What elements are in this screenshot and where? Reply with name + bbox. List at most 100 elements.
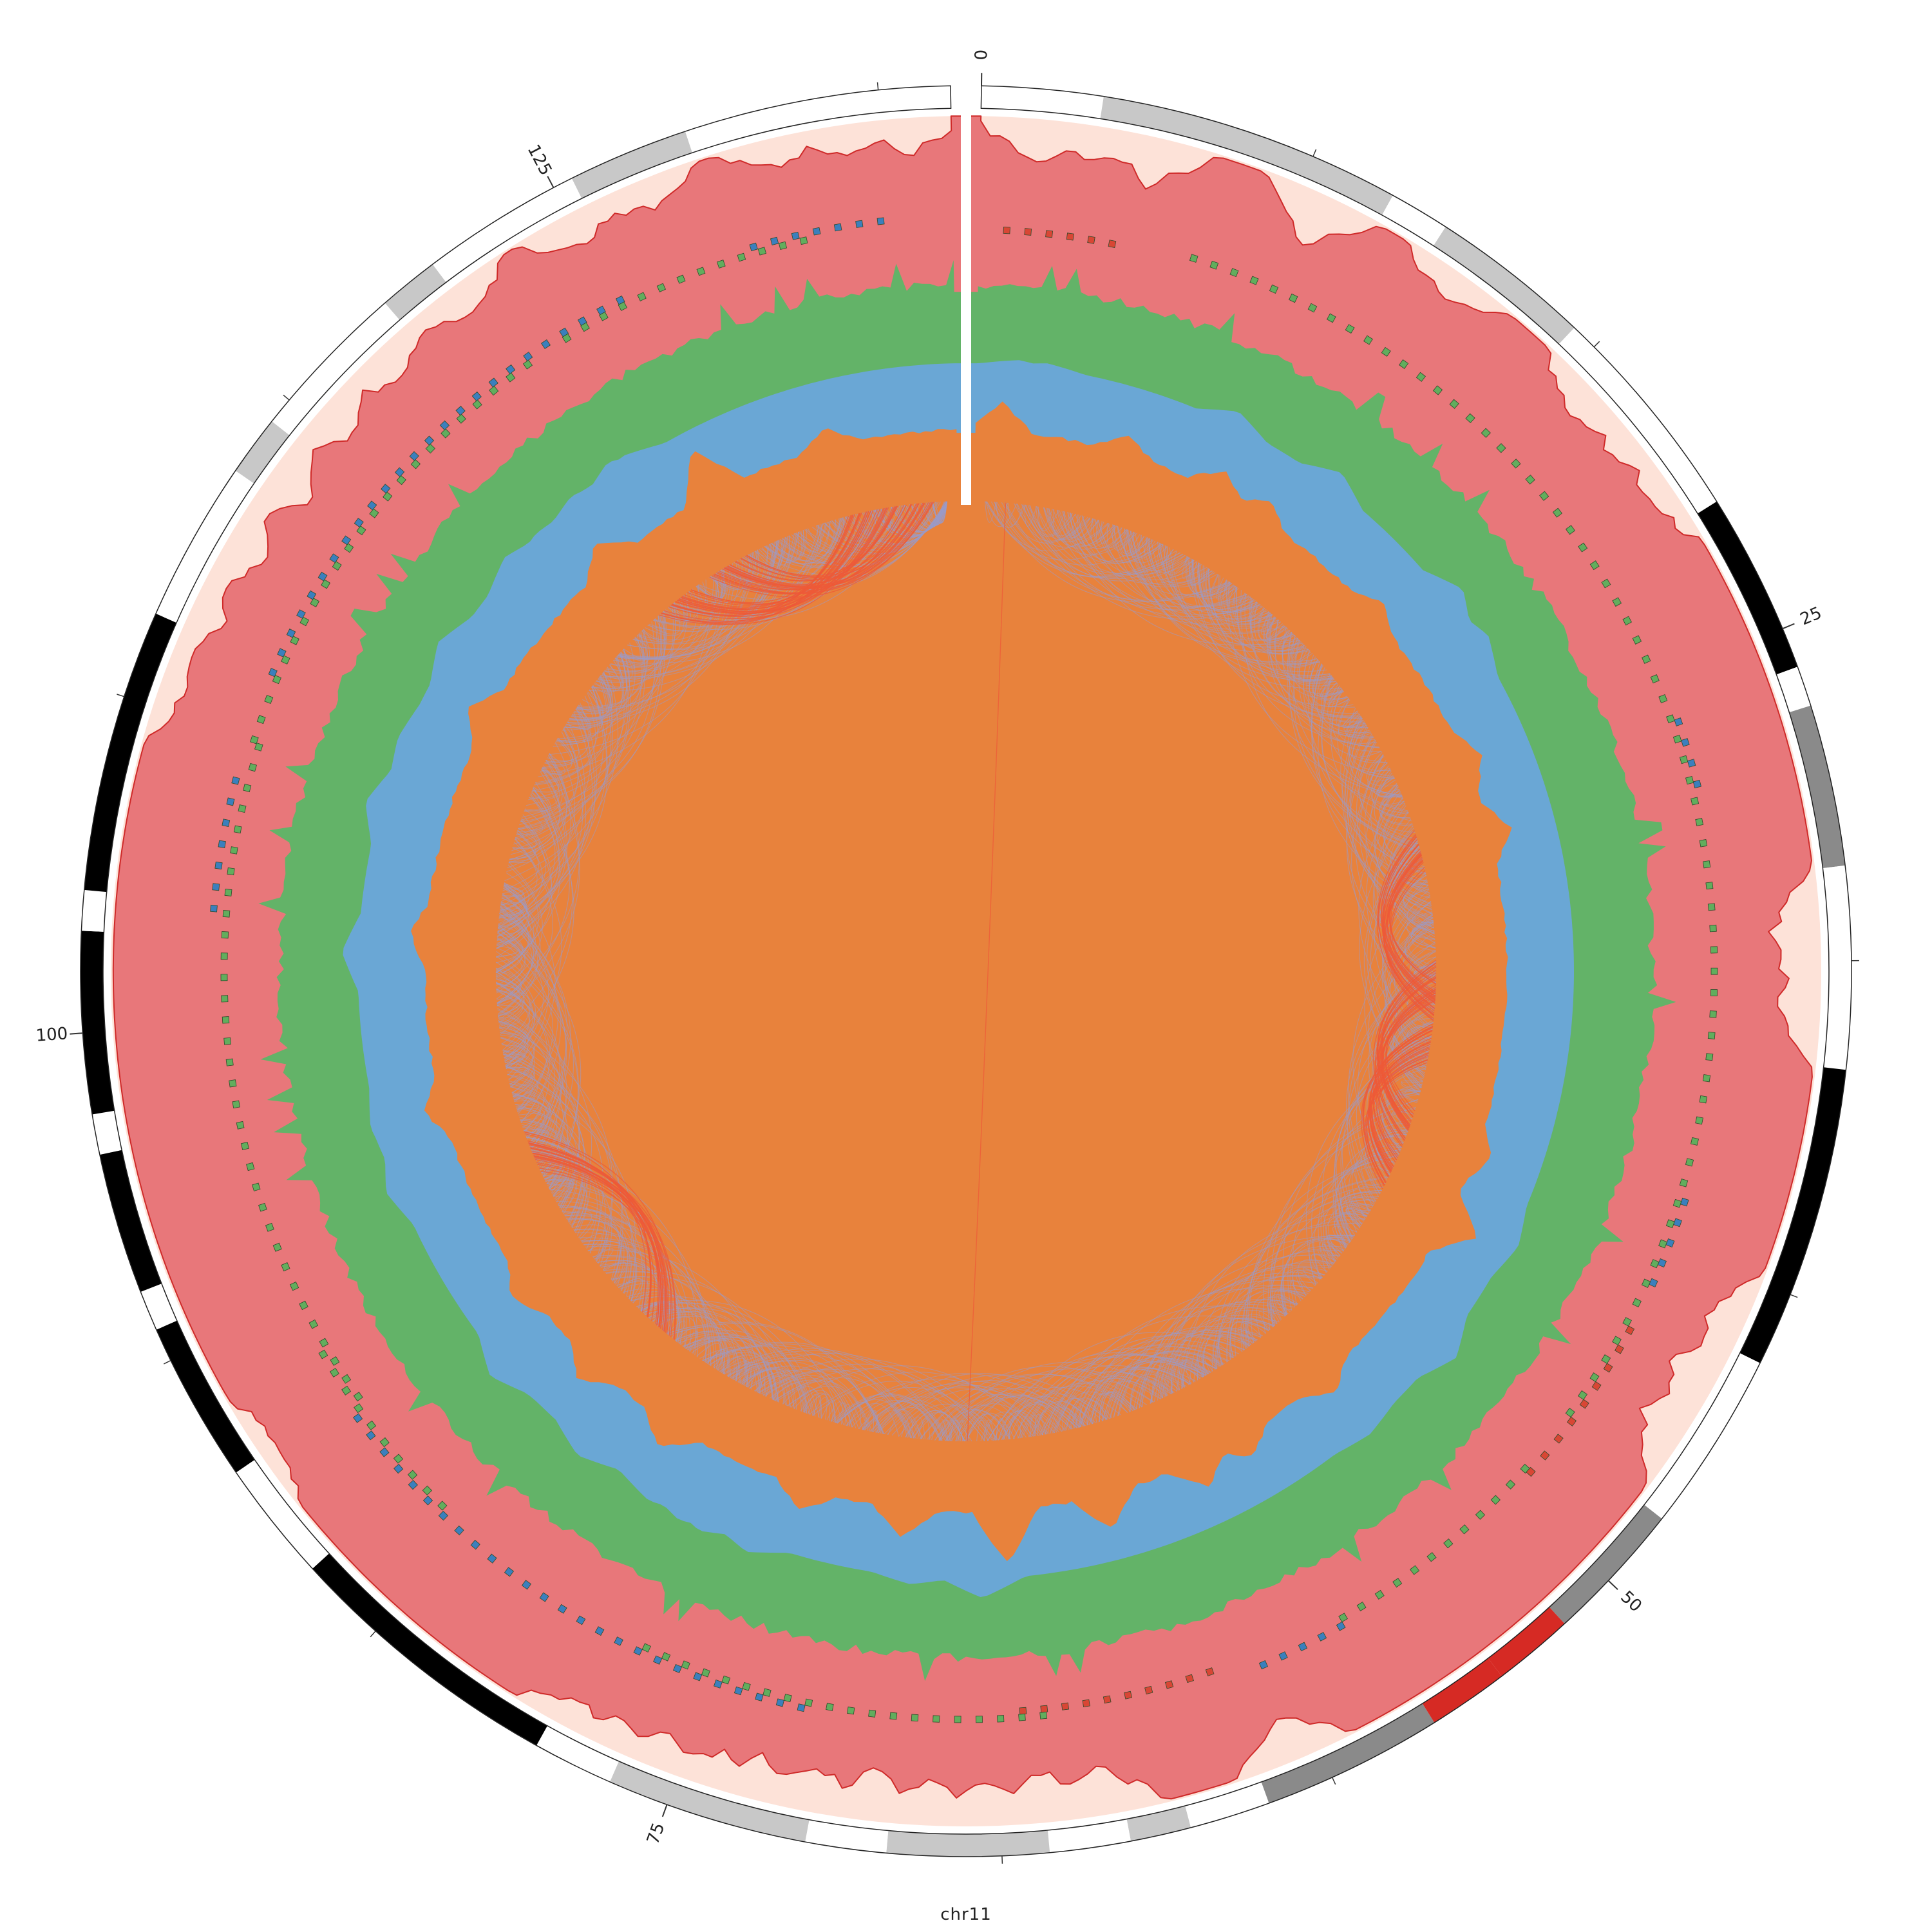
link-arc [1362,1030,1433,1186]
major-tick [1782,623,1795,630]
cytoband-gpos25 [1126,1806,1191,1841]
link-arc [1120,527,1145,554]
link-arc [638,572,717,641]
link-arc [496,947,523,989]
segment-mark [1552,507,1562,518]
segment-mark [1681,738,1690,747]
cytoband-gneg [140,1283,177,1330]
segment-mark [222,1016,230,1024]
link-arc [516,1107,566,1189]
origin-gap-mark [961,106,971,505]
segment-mark [701,1668,710,1678]
link-arc [754,1358,999,1441]
link-arc [934,1405,1027,1441]
segment-mark [637,292,647,301]
link-arc [500,906,571,1150]
link-arc [966,1414,1010,1442]
link-arc [1382,872,1430,1047]
segment-mark [1185,1674,1194,1683]
link-arc [497,931,574,1169]
link-arc [1410,1026,1434,1040]
link-arc [1203,1351,1222,1374]
segment-mark [1666,714,1675,724]
link-arc [1097,520,1202,580]
segment-mark [661,1652,671,1662]
segment-mark [804,1698,813,1707]
link-arc [1164,545,1342,690]
link-arc [681,511,867,610]
link-arc [497,771,566,938]
link-arc [1046,507,1094,540]
segment-mark [455,406,466,416]
link-arc [1297,1259,1334,1296]
link-arc [610,592,688,667]
segment-mark [1326,313,1336,323]
link-arc [1028,1354,1209,1437]
cytoband-gpos25 [571,131,692,199]
link-arc [1379,976,1437,1127]
segment-mark [317,571,328,582]
link-arc [1075,513,1208,584]
minor-tick [1790,1294,1798,1298]
link-arc [1223,580,1264,618]
link-arc [498,793,556,925]
link-arc [526,631,645,806]
link-arc [1340,1050,1430,1233]
link-arc [1412,911,1434,923]
link-arc [1182,556,1200,579]
link-arc [502,1053,564,1177]
segment-mark [439,420,450,431]
tick-label: 50 [1616,1587,1645,1616]
ideogram-outline [80,85,1852,1857]
link-arc [1043,507,1099,542]
link-arc [1173,1368,1189,1390]
link-arc [524,786,551,813]
link-arc [497,893,536,1004]
link-arc [1381,786,1410,819]
segment-mark [633,1646,643,1656]
link-arc [744,503,918,579]
link-arc [1245,1314,1277,1346]
segment-mark [308,1319,319,1329]
cytoband-ideogram [80,85,1852,1857]
segment-mark [341,1374,352,1384]
link-arc [500,908,549,1076]
segment-mark [1449,399,1459,409]
link-arc [1034,1414,1047,1437]
link-arc [501,1045,526,1064]
major-tick [661,1804,668,1817]
link-arc [682,1335,816,1417]
link-arc [499,909,559,1112]
link-arc [505,1065,585,1224]
segment-mark [425,443,435,454]
segment-mark [778,241,788,250]
cytoband-gneg [432,178,582,283]
link-arc [502,884,524,896]
link-arc [497,686,608,927]
segment-mark [1019,1707,1027,1715]
segment-mark [1710,967,1718,975]
link-arc [787,1385,869,1432]
segment-mark [1018,1713,1026,1721]
segment-mark [1520,1463,1530,1474]
link-arc [901,1416,914,1439]
cytoband-gpos100 [1739,1067,1846,1363]
link-arc [741,544,772,574]
segment-mark [1345,324,1355,334]
link-arc [1131,531,1256,611]
segment-mark [1578,542,1588,553]
segment-mark [1695,1116,1703,1125]
link-arc [524,1130,547,1145]
link-arc [1241,1248,1345,1352]
link-arc [1197,1309,1285,1381]
link-arc [1381,965,1437,1117]
segment-mark [268,668,278,677]
segment-mark [354,518,364,528]
segment-mark [341,535,352,545]
segment-mark [1481,428,1491,438]
link-arc [732,1364,766,1396]
segment-mark [223,1037,231,1045]
link-arc [687,513,861,606]
link-arc [504,667,619,882]
link-arc [1390,860,1437,985]
